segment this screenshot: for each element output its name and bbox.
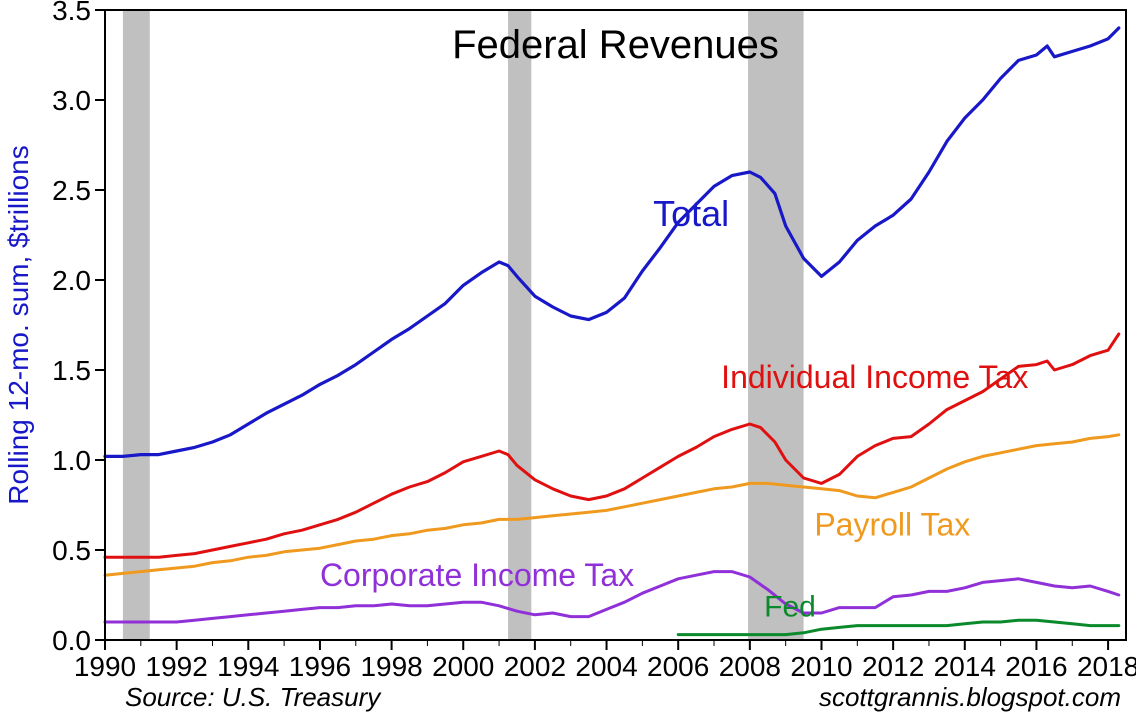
recession-band: [123, 10, 150, 640]
footer-attribution: scottgrannis.blogspot.com: [819, 682, 1121, 712]
y-tick-label: 3.5: [52, 0, 91, 26]
series-label-fed: Fed: [764, 591, 816, 624]
y-tick-label: 2.0: [52, 265, 91, 296]
y-tick-label: 1.5: [52, 355, 91, 386]
x-tick-label: 1996: [289, 651, 351, 682]
x-tick-label: 1994: [217, 651, 279, 682]
x-tick-label: 2000: [432, 651, 494, 682]
series-label-payroll-tax: Payroll Tax: [814, 507, 970, 543]
footer-source: Source: U.S. Treasury: [125, 682, 382, 712]
series-label-corporate-income-tax: Corporate Income Tax: [320, 557, 634, 593]
x-tick-label: 2008: [719, 651, 781, 682]
x-tick-label: 1990: [74, 651, 136, 682]
x-tick-label: 2016: [1005, 651, 1067, 682]
series-label-individual-income-tax: Individual Income Tax: [721, 359, 1028, 395]
y-tick-label: 1.0: [52, 445, 91, 476]
y-axis-label: Rolling 12-mo. sum, $trillions: [3, 145, 34, 504]
x-tick-label: 2010: [790, 651, 852, 682]
chart-container: 0.00.51.01.52.02.53.03.51990199219941996…: [0, 0, 1136, 714]
y-tick-label: 2.5: [52, 175, 91, 206]
x-tick-label: 2002: [504, 651, 566, 682]
series-label-total: Total: [653, 193, 729, 234]
chart-svg: 0.00.51.01.52.02.53.03.51990199219941996…: [0, 0, 1136, 714]
recession-band: [748, 10, 804, 640]
x-tick-label: 1998: [360, 651, 422, 682]
recession-band: [508, 10, 531, 640]
y-tick-label: 3.0: [52, 85, 91, 116]
x-tick-label: 2018: [1077, 651, 1136, 682]
x-tick-label: 2012: [862, 651, 924, 682]
x-tick-label: 1992: [146, 651, 208, 682]
x-tick-label: 2014: [934, 651, 996, 682]
plot-bg: [105, 10, 1126, 640]
chart-title: Federal Revenues: [452, 23, 779, 67]
y-tick-label: 0.5: [52, 535, 91, 566]
x-tick-label: 2004: [575, 651, 637, 682]
x-tick-label: 2006: [647, 651, 709, 682]
